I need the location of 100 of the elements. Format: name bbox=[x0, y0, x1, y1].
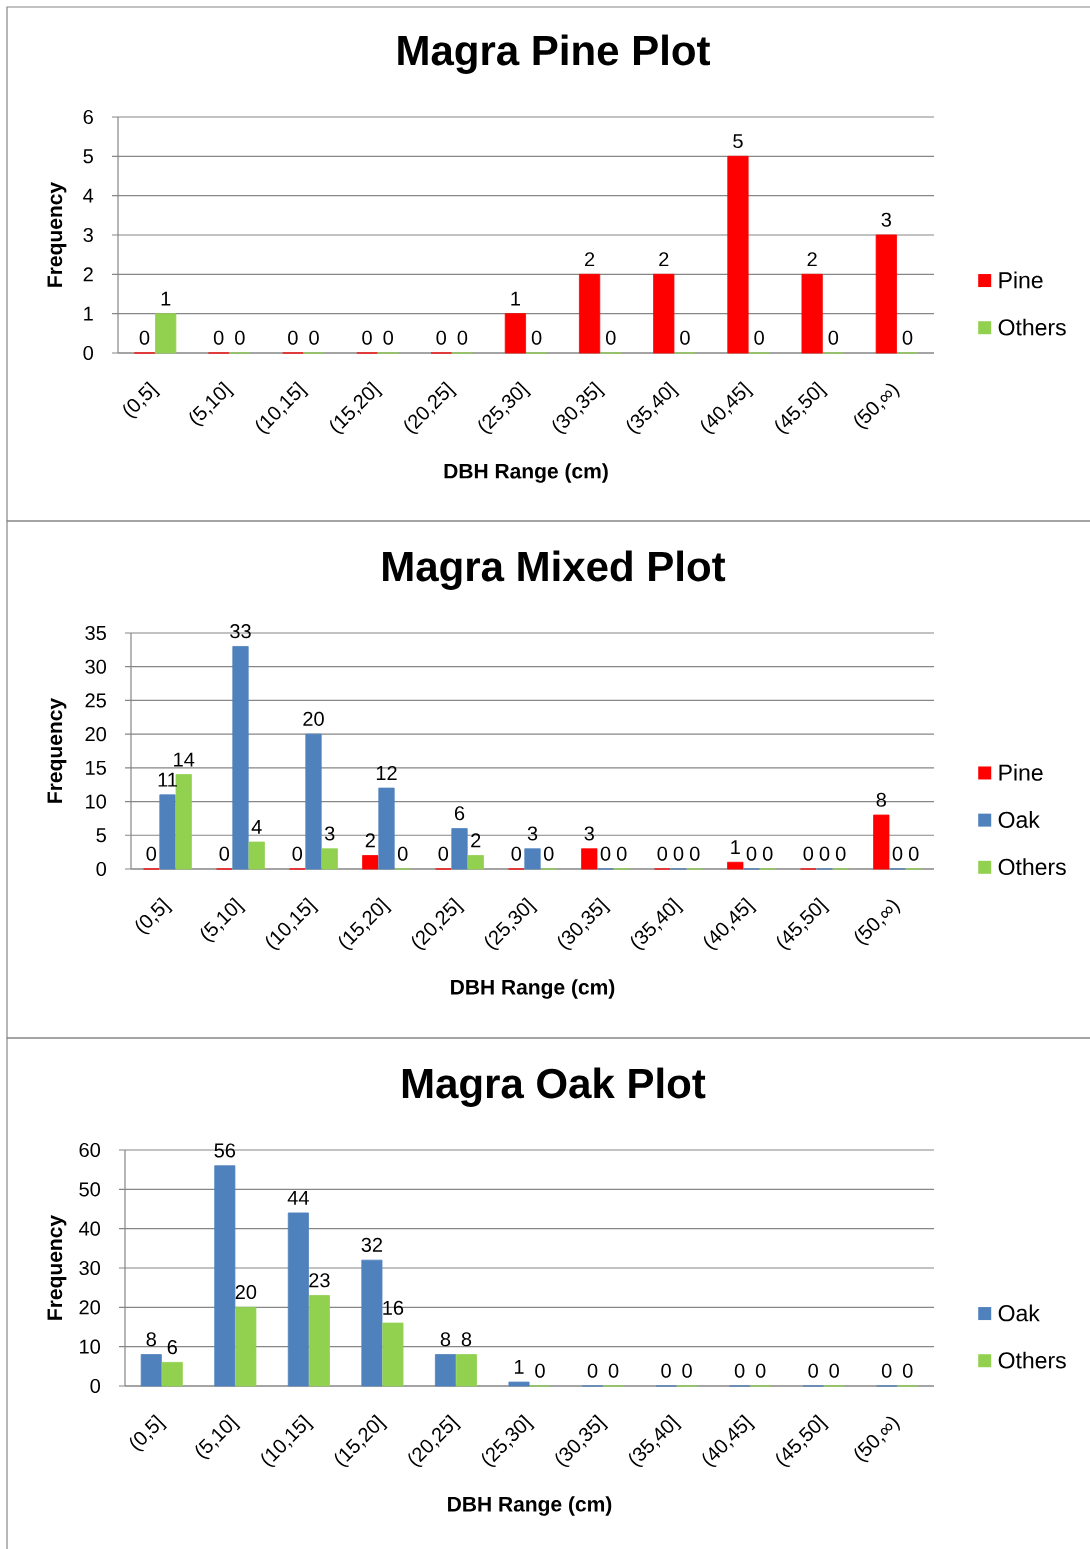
data-label: 0 bbox=[829, 1363, 839, 1378]
data-label: 0 bbox=[892, 846, 903, 861]
y-tick-label: 30 bbox=[85, 659, 107, 674]
data-label: 5 bbox=[733, 134, 743, 149]
legend-label: Others bbox=[998, 858, 1066, 876]
data-label: 8 bbox=[146, 1332, 156, 1347]
bar bbox=[161, 1362, 183, 1387]
y-tick-label: 60 bbox=[79, 1142, 101, 1158]
data-label: 23 bbox=[309, 1273, 330, 1288]
data-label: 0 bbox=[755, 1363, 766, 1378]
y-tick-label: 40 bbox=[79, 1221, 101, 1236]
data-label: 3 bbox=[527, 826, 538, 841]
y-tick-label: 50 bbox=[79, 1182, 101, 1197]
data-label: 0 bbox=[902, 330, 913, 345]
y-axis-title: Frequency bbox=[47, 698, 67, 803]
data-label: 3 bbox=[584, 826, 594, 841]
bar bbox=[524, 848, 541, 870]
bar bbox=[727, 155, 749, 354]
y-tick-label: 20 bbox=[85, 727, 107, 742]
legend-label: Others bbox=[998, 1351, 1066, 1369]
legend-label: Others bbox=[998, 318, 1066, 336]
y-tick-label: 25 bbox=[85, 693, 106, 708]
data-label: 44 bbox=[287, 1190, 309, 1205]
data-label: 0 bbox=[616, 846, 627, 861]
data-label: 1 bbox=[514, 1360, 524, 1374]
bar bbox=[248, 841, 265, 870]
data-label: 1 bbox=[511, 291, 520, 306]
data-label: 32 bbox=[361, 1237, 383, 1252]
bar bbox=[653, 273, 675, 354]
data-label: 0 bbox=[754, 330, 764, 345]
data-label: 0 bbox=[657, 846, 668, 861]
data-label: 6 bbox=[167, 1340, 177, 1355]
bar bbox=[581, 848, 598, 870]
y-tick-label: 2 bbox=[83, 267, 93, 282]
legend-label: Pine bbox=[999, 271, 1043, 289]
data-label: 1 bbox=[161, 291, 171, 306]
y-tick-label: 0 bbox=[90, 1378, 101, 1394]
bar bbox=[875, 234, 897, 354]
bar bbox=[214, 1165, 236, 1387]
data-label: 0 bbox=[673, 846, 684, 861]
data-label: 56 bbox=[214, 1143, 236, 1158]
data-label: 0 bbox=[682, 1363, 692, 1378]
data-label: 0 bbox=[808, 1363, 818, 1378]
data-label: 0 bbox=[908, 846, 919, 861]
data-label: 0 bbox=[235, 330, 245, 345]
data-label: 0 bbox=[531, 330, 542, 345]
data-label: 16 bbox=[383, 1300, 404, 1315]
bar bbox=[508, 1381, 530, 1387]
data-label: 33 bbox=[230, 624, 251, 639]
data-label: 0 bbox=[309, 330, 319, 345]
data-label: 2 bbox=[659, 252, 669, 267]
bar bbox=[451, 828, 468, 870]
data-label: 0 bbox=[292, 846, 303, 861]
data-label: 0 bbox=[881, 1363, 892, 1378]
bar bbox=[382, 1322, 404, 1387]
legend-label: Oak bbox=[998, 811, 1040, 828]
data-label: 1 bbox=[731, 840, 740, 855]
data-label: 0 bbox=[819, 846, 830, 861]
data-label: 0 bbox=[438, 846, 449, 861]
data-label: 0 bbox=[608, 1363, 619, 1378]
bar bbox=[232, 646, 249, 870]
data-label: 20 bbox=[235, 1284, 257, 1300]
y-tick-label: 6 bbox=[83, 109, 93, 125]
data-label: 0 bbox=[689, 846, 700, 861]
bar bbox=[155, 313, 177, 354]
y-tick-label: 10 bbox=[80, 1339, 101, 1354]
data-label: 0 bbox=[606, 330, 616, 345]
data-label: 0 bbox=[397, 846, 408, 861]
data-label: 0 bbox=[803, 846, 814, 861]
data-label: 0 bbox=[835, 846, 846, 861]
y-tick-label: 5 bbox=[83, 149, 93, 164]
data-label: 0 bbox=[146, 846, 157, 861]
data-label: 8 bbox=[461, 1332, 472, 1347]
data-label: 0 bbox=[902, 1363, 913, 1378]
bar bbox=[578, 273, 601, 354]
legend-label: Oak bbox=[998, 1304, 1040, 1322]
x-axis-title: DBH Range (cm) bbox=[444, 463, 608, 483]
data-label: 0 bbox=[587, 1363, 598, 1378]
data-label: 6 bbox=[454, 806, 465, 821]
data-label: 0 bbox=[511, 846, 522, 861]
data-label: 0 bbox=[457, 330, 468, 345]
bar bbox=[140, 1354, 162, 1387]
bar bbox=[235, 1306, 257, 1387]
data-label: 0 bbox=[383, 330, 394, 345]
data-label: 0 bbox=[436, 330, 446, 345]
y-tick-label: 3 bbox=[83, 227, 93, 243]
data-label: 0 bbox=[543, 846, 554, 861]
data-label: 0 bbox=[762, 846, 773, 861]
y-tick-label: 10 bbox=[86, 794, 107, 809]
data-label: 2 bbox=[365, 833, 375, 848]
data-label: 12 bbox=[376, 765, 397, 780]
y-tick-label: 35 bbox=[85, 625, 106, 641]
y-tick-label: 4 bbox=[83, 188, 94, 203]
data-label: 3 bbox=[881, 212, 891, 227]
x-axis-title: DBH Range (cm) bbox=[451, 979, 615, 999]
data-label: 0 bbox=[535, 1363, 545, 1378]
data-label: 0 bbox=[746, 846, 757, 861]
bar bbox=[467, 855, 484, 870]
bar bbox=[361, 1259, 383, 1387]
data-label: 0 bbox=[828, 330, 839, 345]
